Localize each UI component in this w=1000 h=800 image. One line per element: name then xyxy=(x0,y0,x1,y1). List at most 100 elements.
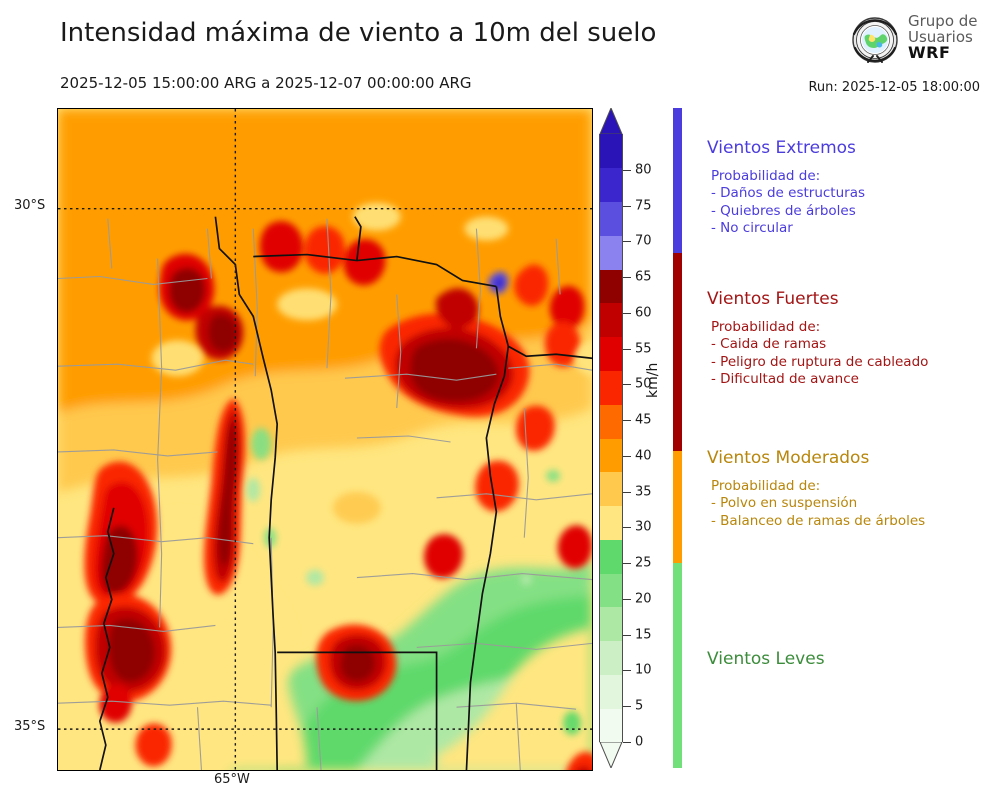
colorbar-band xyxy=(600,201,622,236)
colorbar-top-arrow xyxy=(599,108,623,134)
category-bar-segment-moderados xyxy=(673,451,682,564)
longitude-label-65w: 65°W xyxy=(214,772,250,787)
colorbar-tick-label: 75 xyxy=(635,198,652,214)
colorbar-band xyxy=(600,674,622,709)
legend-item: - Daños de estructuras xyxy=(711,185,866,202)
colorbar-tick xyxy=(623,169,631,171)
colorbar-tick-label: 20 xyxy=(635,591,652,607)
colorbar-tick-label: 45 xyxy=(635,412,652,428)
latitude-label-30s: 30°S xyxy=(14,198,46,213)
colorbar-band xyxy=(600,606,622,642)
logo-line-2: Usuarios xyxy=(908,27,973,46)
colorbar-tick-label: 10 xyxy=(635,662,652,678)
colorbar-tick xyxy=(623,241,631,243)
legend-item: - No circular xyxy=(711,219,793,236)
colorbar-tick xyxy=(623,563,631,565)
legend-block-extremos: Vientos Extremos Probabilidad de: - Daños … xyxy=(707,138,992,237)
colorbar-tick-label: 25 xyxy=(635,555,652,571)
wind-category-legend: Vientos Extremos Probabilidad de: - Daños … xyxy=(707,108,992,768)
colorbar-band xyxy=(600,539,622,574)
colorbar-tick xyxy=(623,670,631,672)
colorbar-tick-label: 65 xyxy=(635,269,652,285)
category-bar-segment-fuertes xyxy=(673,253,682,452)
colorbar-tick xyxy=(623,634,631,636)
legend-heading-moderados: Vientos Moderados xyxy=(707,448,870,468)
wind-category-bar xyxy=(673,108,682,768)
colorbar-band xyxy=(600,269,622,304)
colorbar-band xyxy=(600,573,622,608)
colorbar-band xyxy=(600,336,622,372)
colorbar-tick-label: 15 xyxy=(635,627,652,643)
legend-intro-moderados: Probabilidad de: xyxy=(711,478,821,494)
colorbar-tick-label: 80 xyxy=(635,162,652,178)
legend-intro-fuertes: Probabilidad de: xyxy=(711,319,821,335)
colorbar-tick xyxy=(623,491,631,493)
colorbar-tick-label: 55 xyxy=(635,341,652,357)
colorbar-tick-label: 30 xyxy=(635,519,652,535)
colorbar-tick xyxy=(623,384,631,386)
colorbar-band xyxy=(600,404,622,439)
colorbar-tick xyxy=(623,277,631,279)
legend-item: - Dificultad de avance xyxy=(711,370,859,387)
colorbar-bottom-arrow xyxy=(599,742,623,768)
colorbar-band xyxy=(600,235,622,270)
legend-item: - Polvo en suspensión xyxy=(711,495,858,512)
legend-item: - Quiebres de árboles xyxy=(711,202,856,219)
colorbar-tick xyxy=(623,312,631,314)
logo-line-3: WRF xyxy=(908,43,951,63)
colorbar-band xyxy=(600,134,622,169)
organization-logo: Grupo de Usuarios WRF xyxy=(848,12,993,72)
colorbar-tick xyxy=(623,706,631,708)
wind-intensity-map[interactable] xyxy=(57,108,593,771)
colorbar-tick xyxy=(623,348,631,350)
colorbar-band xyxy=(600,438,622,473)
legend-item: - Peligro de ruptura de cableado xyxy=(711,353,929,370)
colorbar-tick-label: 50 xyxy=(635,376,652,392)
colorbar-ticks: 0 5 10 15 20 25 30 35 40 45 50 55 60 65 70 75 80 xyxy=(623,108,683,768)
colorbar-band xyxy=(600,302,622,338)
colorbar-tick-label: 60 xyxy=(635,305,652,321)
category-bar-segment-leves xyxy=(673,563,682,768)
colorbar-tick xyxy=(623,598,631,600)
colorbar-band xyxy=(600,708,622,743)
colorbar-tick-label: 40 xyxy=(635,448,652,464)
colorbar-tick xyxy=(623,527,631,529)
colorbar-tick xyxy=(623,455,631,457)
seal-icon xyxy=(852,17,898,63)
colorbar-unit-label: km/h xyxy=(645,362,661,398)
colorbar-band xyxy=(600,370,622,405)
colorbar: 0 5 10 15 20 25 30 35 40 45 50 55 60 65 70 75 80 xyxy=(599,108,652,768)
colorbar-tick xyxy=(623,420,631,422)
legend-block-leves: Vientos Leves xyxy=(707,649,992,679)
legend-body-fuertes: Probabilidad de: - Caida de ramas - Peligr… xyxy=(707,319,992,388)
colorbar-tick-label: 5 xyxy=(635,698,644,714)
colorbar-tick xyxy=(623,205,631,207)
logo-line-1: Grupo de xyxy=(908,12,978,30)
legend-item: - Balanceo de ramas de árboles xyxy=(711,512,926,529)
legend-heading-fuertes: Vientos Fuertes xyxy=(707,289,839,309)
colorbar-band xyxy=(600,167,622,203)
model-run-stamp: Run: 2025-12-05 18:00:00 xyxy=(808,80,980,95)
colorbar-tick-label: 0 xyxy=(635,734,644,750)
legend-block-fuertes: Vientos Fuertes Probabilidad de: - Caida d… xyxy=(707,289,992,388)
legend-intro-extremos: Probabilidad de: xyxy=(711,168,821,184)
colorbar-band xyxy=(600,471,622,507)
legend-heading-extremos: Vientos Extremos xyxy=(707,138,856,158)
colorbar-gradient xyxy=(599,134,623,743)
colorbar-tick-label: 70 xyxy=(635,233,652,249)
colorbar-tick-label: 35 xyxy=(635,484,652,500)
legend-body-extremos: Probabilidad de: - Daños de estructuras - … xyxy=(707,168,992,237)
legend-item: - Caida de ramas xyxy=(711,336,827,353)
legend-block-moderados: Vientos Moderados Probabilidad de: - Polvo… xyxy=(707,448,992,530)
legend-heading-leves: Vientos Leves xyxy=(707,649,825,669)
legend-body-moderados: Probabilidad de: - Polvo en suspensión - B… xyxy=(707,478,992,530)
colorbar-band xyxy=(600,505,622,540)
colorbar-tick xyxy=(623,742,631,743)
category-bar-segment-extremos xyxy=(673,108,682,254)
page-title: Intensidad máxima de viento a 10m del su… xyxy=(60,18,657,48)
map-raster xyxy=(58,109,592,770)
colorbar-band xyxy=(600,640,622,676)
forecast-period: 2025-12-05 15:00:00 ARG a 2025-12-07 00:… xyxy=(60,74,472,92)
latitude-label-35s: 35°S xyxy=(14,719,46,734)
